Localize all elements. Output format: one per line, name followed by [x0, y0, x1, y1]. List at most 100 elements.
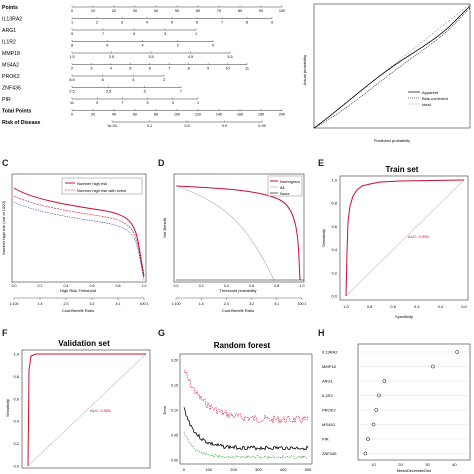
panel-e-ylabel: Sensitivity: [321, 229, 326, 247]
nomogram-tick-label: 0: [71, 9, 73, 13]
nomogram-tick-label: 10: [91, 9, 95, 13]
x-tick-label: 0.2: [199, 284, 204, 288]
panel-d: Nomogram All None Net Benefit Threshold …: [160, 168, 310, 318]
nomogram-tick-label: 5: [147, 101, 149, 105]
ratio-tick-label: 4:1: [274, 302, 279, 306]
ci-line: [13, 201, 145, 281]
nomogram-row-label: Risk of Disease: [2, 120, 40, 126]
gene-label: IL13RA2: [322, 350, 338, 355]
gene-label: MMP18: [322, 364, 337, 369]
importance-dot: [377, 393, 381, 398]
y-tick-label: 0.4: [13, 419, 19, 424]
nomogram-tick-label: 1: [197, 101, 199, 105]
importance-dot: [455, 350, 460, 354]
nomogram-tick-label: 1e-04: [107, 124, 117, 128]
x-tick-label: 30: [425, 462, 430, 467]
nomogram-tick-label: 3: [90, 67, 92, 71]
gene-label: ZNF436: [322, 451, 337, 456]
nomogram-tick-label: 2: [96, 21, 98, 25]
nomogram-tick-label: 0: [212, 44, 214, 48]
x-tick-label: 0.8: [274, 284, 279, 288]
panel-d-ratio-ticks: 0.0 0.2 0.4 0.6 0.8 1.0 1:100 1:4 2:3 3:2 4:1 100:1: [172, 284, 307, 306]
nomogram-tick-label: 1: [195, 32, 197, 36]
nomogram-tick-label: 3.5: [148, 55, 153, 59]
y-tick-label: 0.10: [171, 409, 178, 413]
nomogram-tick-label: 8.5: [69, 78, 74, 82]
panel-d-svg: Nomogram All None Net Benefit Threshold …: [162, 173, 307, 313]
nomogram-tick-label: 5: [144, 90, 146, 94]
y-tick-label: 0.8: [331, 201, 337, 206]
importance-dot: [363, 451, 368, 456]
panel-f-yticks: 0.0 0.2 0.4 0.6 0.8 1.0: [13, 352, 19, 469]
x-tick-label: 10: [371, 462, 376, 467]
oob-error-line: [183, 407, 309, 451]
gene-label: MS4A2: [322, 422, 336, 427]
x-tick-label: 0.4: [224, 284, 229, 288]
nomogram-tick-label: 160: [237, 113, 243, 117]
all-curve: [175, 185, 275, 281]
panel-g-xticks: 0 100 200 300 400 500: [183, 467, 312, 472]
nomogram-row-label: PIR: [2, 97, 11, 103]
nomogram-tick-label: 2.5: [69, 90, 74, 94]
nomogram-curve: [175, 185, 301, 281]
nomogram-row-label: ARG1: [2, 28, 16, 34]
y-tick-label: 0.0: [13, 464, 19, 469]
panel-d-ylabel: Net Benefit: [162, 217, 167, 238]
ratio-tick-label: 1:4: [38, 302, 43, 306]
panel-f: Validation set AUC: 0.985 0.0 0.2 0.4 0.6 0.…: [4, 330, 154, 474]
nomogram-panel: Points 0 10 20 30 40 50 60 70 80 90 100 IL13RA2 1 2 3 4 5…: [0, 0, 290, 140]
panel-e-xlabel: Specificity: [395, 314, 413, 319]
nomogram-tick-label: 200: [279, 113, 285, 117]
y-tick-label: 0.0: [331, 294, 337, 299]
gene-label: PROK2: [322, 408, 336, 413]
y-tick-label: 1.0: [13, 352, 19, 357]
nomogram-tick-label: 2: [71, 67, 73, 71]
panel-f-ylabel: Sensitivity: [5, 399, 10, 417]
panel-label-d: D: [158, 158, 165, 168]
number-high-risk-line: [13, 187, 145, 277]
y-tick-label: 0.4: [331, 247, 337, 252]
roc-curve: [345, 179, 465, 297]
gene-label: ARG1: [322, 379, 334, 384]
nomogram-tick-label: 20: [91, 113, 95, 117]
nomogram-tick-label: 1: [71, 21, 73, 25]
ratio-tick-label: 100:1: [140, 302, 149, 306]
calibration-legend: Apparent Bias-corrected Ideal: [408, 90, 448, 107]
y-tick-label: 1.0: [331, 178, 337, 183]
nomogram-tick-label: 0.1: [147, 124, 152, 128]
panel-d-legend: Nomogram All None: [267, 175, 303, 197]
ratio-tick-label: 3:2: [90, 302, 95, 306]
nomogram-tick-label: 10: [225, 67, 229, 71]
calibration-svg: Apparent Bias-corrected Ideal Actual pro…: [302, 3, 471, 143]
nomogram-row-label: PROK2: [2, 74, 20, 80]
y-tick-label: 0.2: [13, 441, 19, 446]
nomogram-tick-label: 1.5: [69, 55, 74, 59]
nomogram-tick-label: 3: [164, 32, 166, 36]
nomogram-tick-label: 100: [279, 9, 285, 13]
panel-label-c: C: [2, 158, 9, 168]
nomogram-tick-label: 120: [195, 113, 201, 117]
ratio-tick-label: 2:3: [224, 302, 229, 306]
panel-e-xticks: 1.0 0.8 0.6 0.4 0.2 0.0: [343, 304, 467, 309]
nomogram-row-label: MMP18: [2, 51, 20, 57]
nomogram-tick-label: 30: [133, 9, 137, 13]
panel-e: Train set AUC: 0.955 1.0 0.8 0.6 0.4 0.2 0.0 …: [320, 162, 474, 320]
nomogram-tick-label: 70: [217, 9, 221, 13]
diagonal: [345, 179, 465, 297]
nomogram-tick-label: 0.9: [222, 124, 227, 128]
y-tick-label: 0.6: [331, 224, 337, 229]
error-class1-line: [183, 369, 309, 424]
panel-c-xlabel2: Cost:Benefit Ratio: [62, 308, 95, 313]
nomogram-tick-label: 7: [121, 101, 123, 105]
x-tick-label: 1.0: [300, 284, 305, 288]
nomogram-tick-label: 5.5: [227, 55, 232, 59]
nomogram-tick-label: 9: [271, 21, 273, 25]
nomogram-tick-label: 9: [207, 67, 209, 71]
nomogram-tick-label: 11: [245, 67, 249, 71]
nomogram-tick-label: 100: [174, 113, 180, 117]
legend-c1: Number high risk: [77, 181, 107, 186]
x-tick-label: 40: [452, 462, 457, 467]
nomogram-tick-label: 0.99: [258, 124, 265, 128]
nomogram-tick-label: 4: [141, 44, 143, 48]
